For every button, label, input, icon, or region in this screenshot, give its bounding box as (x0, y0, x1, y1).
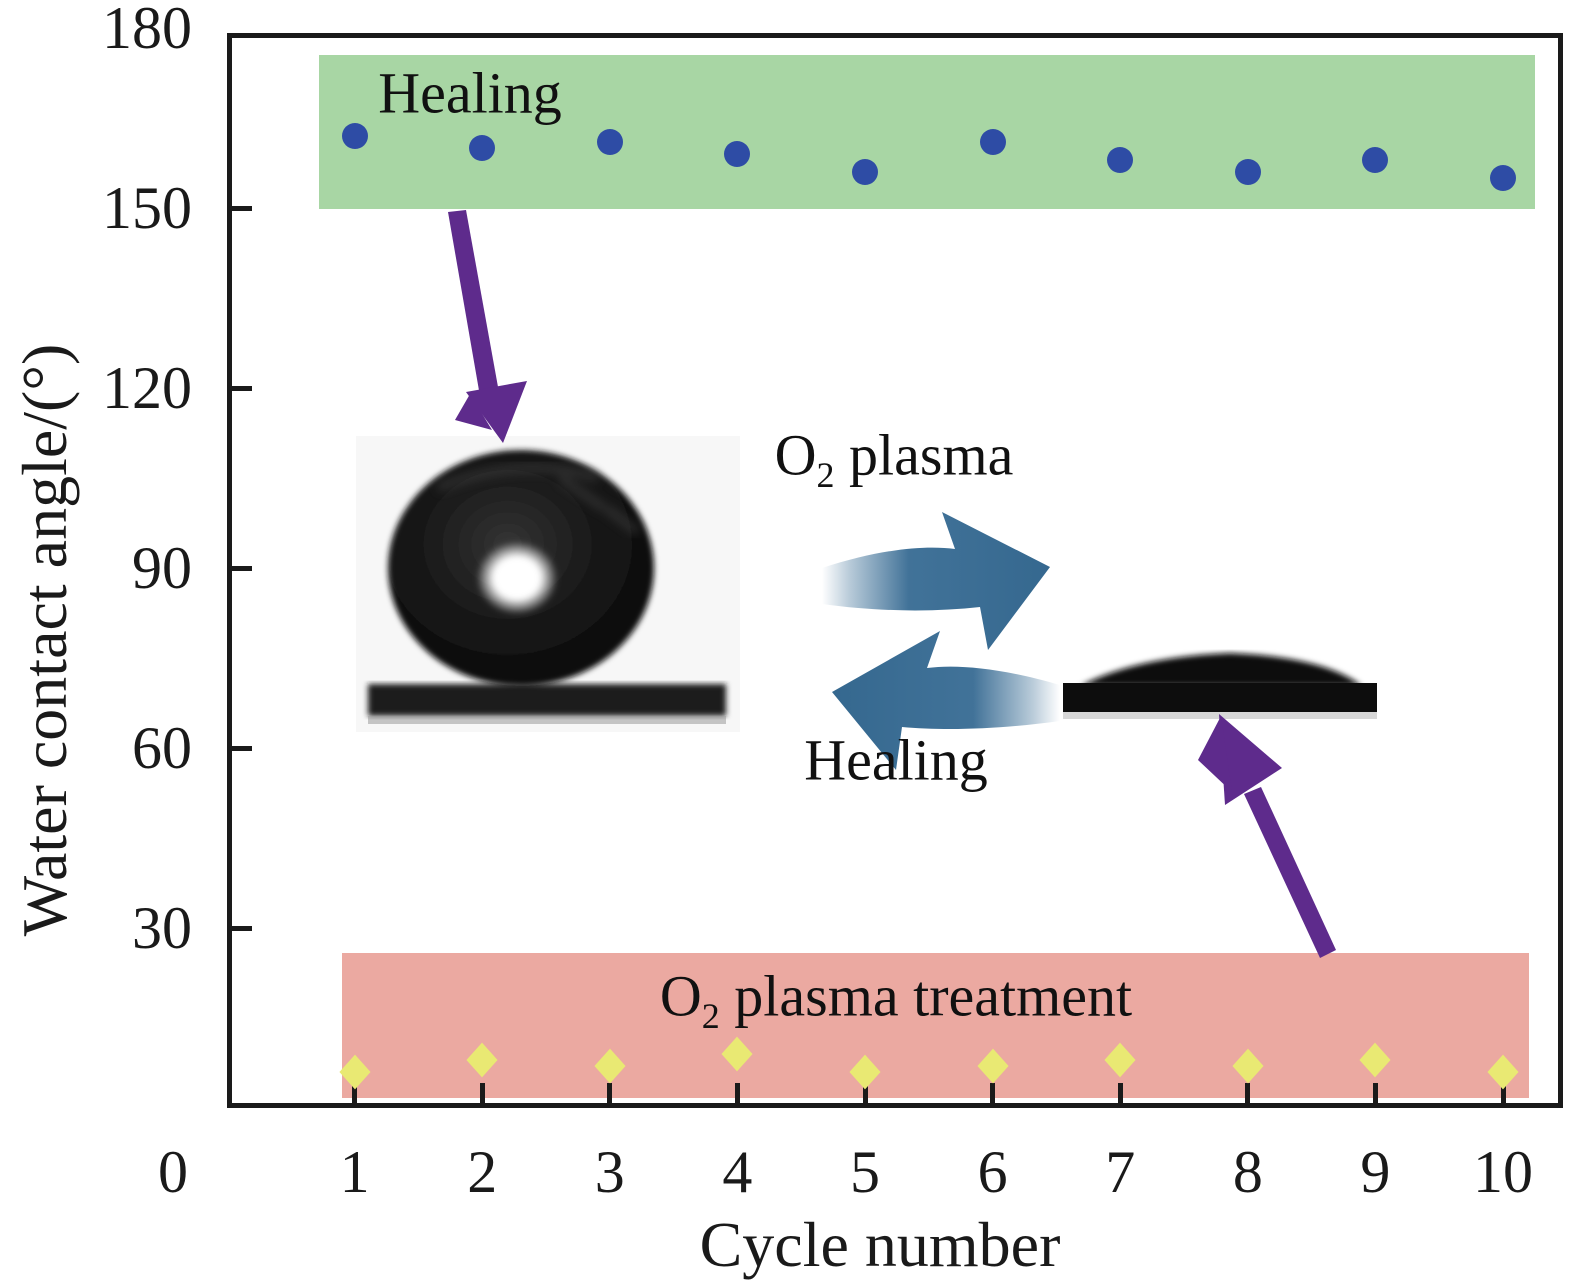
x-tick-mark (1117, 1083, 1123, 1103)
data-point-healing (1234, 159, 1261, 186)
y-tick-label: 90 (132, 535, 192, 602)
x-tick-mark (734, 1083, 740, 1103)
treatment-label-sub: 2 (701, 996, 720, 1037)
x-tick-mark (990, 1083, 996, 1103)
data-point-healing (469, 135, 496, 162)
y-tick-label: 60 (132, 715, 192, 782)
x-tick-label: 8 (1232, 1139, 1263, 1205)
data-point-healing (1362, 147, 1389, 174)
x-tick-mark (862, 1083, 868, 1103)
x-tick-label: 10 (1473, 1139, 1534, 1205)
treatment-label-rest: plasma treatment (719, 963, 1133, 1029)
o2-plasma-label-sub: 2 (816, 455, 835, 496)
healing-band-label: Healing (378, 60, 562, 126)
x-tick-mark (479, 1083, 485, 1103)
data-point-healing (596, 129, 623, 156)
x-tick-label: 1 (339, 1139, 370, 1205)
data-point-healing (1490, 165, 1517, 192)
x-tick-mark (352, 1083, 358, 1103)
x-tick-label: 9 (1360, 1139, 1391, 1205)
plot-frame (227, 33, 1563, 1108)
o2-plasma-label-rest: plasma (834, 422, 1014, 488)
o2-plasma-label-main: O (774, 422, 817, 488)
highlight-band-healing (318, 55, 1535, 210)
x-tick-label: 2 (467, 1139, 498, 1205)
y-tick-label: 150 (102, 175, 192, 242)
y-tick-mark (232, 745, 252, 751)
x-axis-title: Cycle number (699, 1209, 1061, 1280)
treatment-label-main: O (659, 963, 702, 1029)
x-tick-mark (1245, 1083, 1251, 1103)
x-tick-label: 4 (722, 1139, 753, 1205)
plasma-treatment-band-label: O2 plasma treatment (659, 963, 1133, 1035)
x-tick-label: 0 (158, 1139, 188, 1205)
data-point-healing (341, 123, 368, 150)
data-point-healing (852, 159, 878, 186)
data-point-healing (724, 141, 751, 168)
highlight-band-plasma (341, 953, 1529, 1098)
y-tick-mark (232, 565, 252, 571)
data-point-healing (979, 129, 1006, 156)
y-tick-mark (232, 925, 252, 931)
y-axis-title: Water contact angle/(°) (9, 343, 80, 937)
data-point-healing (1107, 147, 1134, 174)
x-tick-mark (1372, 1083, 1378, 1103)
y-tick-mark (232, 385, 252, 391)
y-tick-label: 120 (102, 355, 192, 422)
y-tick-label: 180 (102, 0, 192, 62)
x-tick-label: 5 (850, 1139, 880, 1205)
x-tick-label: 6 (977, 1139, 1008, 1205)
x-tick-mark (607, 1083, 613, 1103)
healing-arrow-label: Healing (804, 727, 988, 793)
y-tick-mark (232, 205, 252, 211)
x-tick-label: 7 (1105, 1139, 1136, 1205)
y-tick-label: 30 (132, 895, 192, 962)
x-tick-label: 3 (594, 1139, 625, 1205)
o2-plasma-arrow-label: O2 plasma (774, 422, 1014, 494)
x-tick-mark (1500, 1083, 1506, 1103)
